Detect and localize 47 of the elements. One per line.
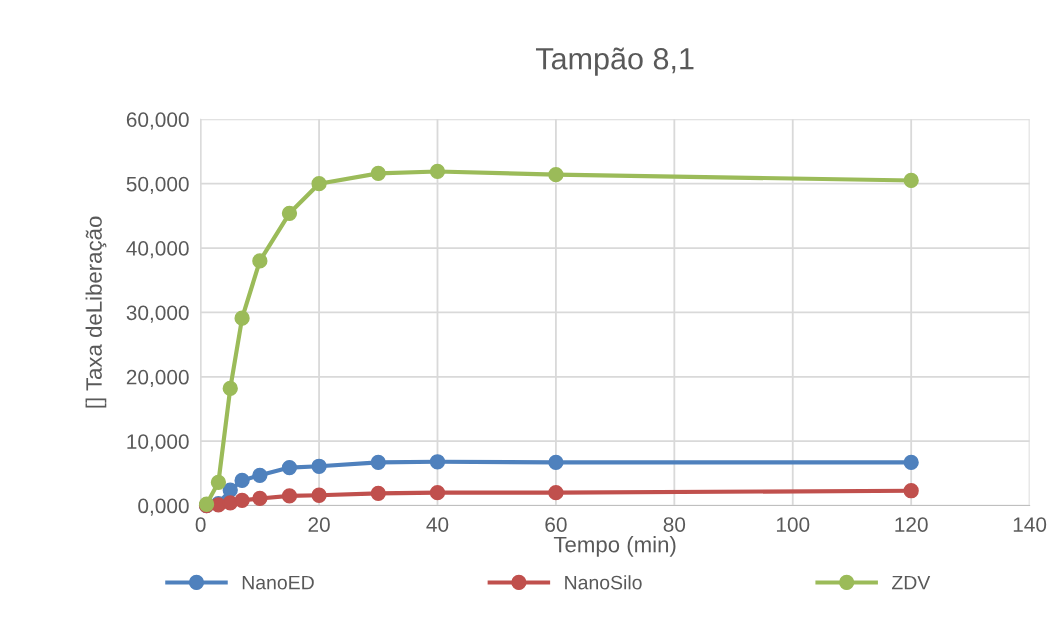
point — [281, 459, 298, 476]
point — [252, 490, 268, 507]
point — [370, 454, 386, 471]
legend-label: NanoSilo — [565, 575, 642, 590]
x-tick-label: 0 — [195, 517, 206, 532]
x-tick-label: 60 — [545, 517, 567, 532]
point — [311, 176, 327, 192]
point — [252, 467, 268, 483]
point — [429, 454, 446, 470]
y-tick-label: 60,000 — [126, 112, 189, 130]
point — [311, 487, 327, 503]
point — [370, 485, 386, 501]
x-tick-label: 140 — [1013, 517, 1047, 532]
y-tick-label: 0,000 — [138, 498, 189, 516]
x-axis-title: Tempo (min) — [553, 536, 676, 557]
point — [429, 485, 446, 501]
point — [903, 172, 919, 189]
point — [903, 454, 919, 471]
point — [234, 492, 250, 509]
point — [548, 485, 564, 501]
point — [370, 165, 386, 182]
point — [234, 472, 250, 489]
y-axis-title: [] Taxa deLiberação — [85, 216, 107, 408]
point — [210, 474, 227, 491]
point — [234, 310, 250, 326]
legend-label: NanoED — [242, 575, 314, 590]
y-tick-label: 40,000 — [126, 241, 189, 259]
point — [548, 454, 564, 471]
y-tick-label: 20,000 — [126, 369, 189, 388]
y-tick-label: 50,000 — [126, 176, 189, 194]
point — [903, 483, 919, 499]
chart-title: Tampão 8,1 — [535, 47, 694, 76]
x-tick-label: 80 — [663, 517, 686, 532]
point — [281, 488, 298, 504]
x-tick-label: 20 — [308, 517, 330, 532]
x-tick-label: 120 — [895, 517, 928, 532]
legend-label: ZDV — [892, 575, 931, 590]
x-tick-label: 100 — [776, 517, 810, 532]
y-tick-label: 10,000 — [127, 434, 189, 452]
point — [281, 205, 298, 221]
point — [222, 380, 238, 397]
x-tick-label: 40 — [426, 517, 449, 532]
point — [429, 163, 446, 180]
point — [311, 458, 327, 474]
point — [252, 253, 268, 269]
point — [548, 167, 564, 183]
y-tick-label: 30,000 — [126, 305, 189, 323]
